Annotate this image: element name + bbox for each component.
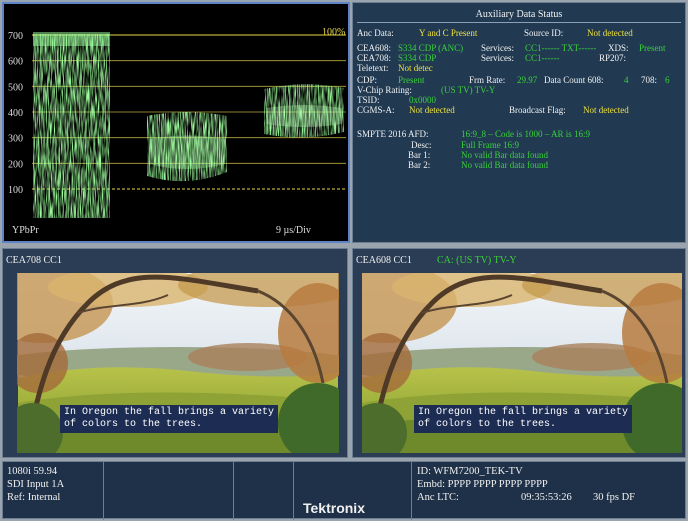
waveform-trace — [149, 136, 225, 170]
reference: Ref: Internal — [7, 492, 60, 504]
input-label: YPbPr — [12, 225, 39, 236]
field-label: V-Chip Rating: — [357, 85, 412, 95]
field-value: Not detected — [583, 105, 629, 115]
field-value: (US TV) TV-Y — [441, 85, 495, 95]
caption-panel: CEA608 CC1 CA: (US TV) TV-Y In Oregon th… — [352, 248, 686, 458]
field-label: Services: — [481, 53, 514, 63]
embedded-audio: Embd: PPPP PPPP PPPP PPPP — [417, 479, 548, 491]
field-value: 4 — [624, 75, 629, 85]
field-label: CGMS-A: — [357, 105, 395, 115]
monitor-screen: 100% YPbPr 9 µs/Div 700 600 500 400 300 200 10… — [0, 0, 688, 521]
field-label: CEA708: — [357, 53, 391, 63]
field-value: CC1------ TXT------ — [525, 43, 596, 53]
field-value: Not detected — [587, 28, 633, 38]
field-label: Teletext: — [357, 63, 388, 73]
ltc-time: 09:35:53:26 — [521, 492, 572, 504]
separator — [233, 462, 234, 520]
field-value: Full Frame 16:9 — [461, 140, 519, 150]
field-value: CC1------ — [525, 53, 560, 63]
waveform-trace — [266, 105, 342, 127]
separator — [411, 462, 412, 520]
divider — [357, 22, 681, 23]
waveform: 100% YPbPr 9 µs/Div 700 600 500 400 300 200 10… — [4, 4, 348, 241]
field-label: RP207: — [599, 53, 626, 63]
rating-label: CA: (US TV) TV-Y — [437, 256, 517, 266]
field-value: Not detected — [409, 105, 455, 115]
caption-line: In Oregon the fall brings a variety — [64, 407, 274, 418]
field-value: Present — [398, 75, 425, 85]
brand-logo: Tektronix — [303, 500, 365, 516]
field-label: XDS: — [608, 43, 629, 53]
field-value: 29.97 — [517, 75, 537, 85]
field-label: SMPTE 2016 AFD: — [357, 129, 429, 139]
field-label: CDP: — [357, 75, 377, 85]
field-value: Y and C Present — [419, 28, 477, 38]
status-bar: 1080i 59.94 SDI Input 1A Ref: Internal T… — [2, 461, 686, 519]
field-label: 708: — [641, 75, 657, 85]
y-tick-label: 600 — [8, 57, 23, 68]
instrument-id: ID: WFM7200_TEK-TV — [417, 466, 523, 478]
field-value: S334 CDP (ANC) — [398, 43, 463, 53]
aux-data-panel: Auxiliary Data Status Anc Data: Y and C P… — [352, 2, 686, 243]
field-label: Bar 1: — [408, 150, 430, 160]
panel-title: Auxiliary Data Status — [353, 10, 685, 20]
frame-rate: 30 fps DF — [593, 492, 635, 504]
y-tick-label: 300 — [8, 134, 23, 145]
input-source: SDI Input 1A — [7, 479, 64, 491]
field-value: S334 CDP — [398, 53, 436, 63]
caption-line: In Oregon the fall brings a variety — [418, 407, 628, 418]
panel-label: CEA608 CC1 — [356, 256, 412, 266]
waveform-panel: 100% YPbPr 9 µs/Div 700 600 500 400 300 200 10… — [2, 2, 350, 243]
y-tick-label: 500 — [8, 82, 23, 93]
caption-panel: CEA708 CC1 In Oregon the fall brings a v… — [2, 248, 348, 458]
field-label: Services: — [481, 43, 514, 53]
panel-label: CEA708 CC1 — [6, 256, 62, 266]
field-label: Broadcast Flag: — [509, 105, 566, 115]
caption-line: of colors to the trees. — [64, 419, 202, 430]
field-label: TSID: — [357, 95, 380, 105]
closed-caption: In Oregon the fall brings a variety of c… — [414, 405, 632, 433]
field-value: No valid Bar data found — [461, 150, 548, 160]
waveform-trace — [33, 32, 110, 46]
video-format: 1080i 59.94 — [7, 466, 57, 478]
field-value: Present — [639, 43, 666, 53]
field-label: Bar 2: — [408, 160, 430, 170]
waveform-trace — [33, 34, 110, 218]
caption-line: of colors to the trees. — [418, 419, 556, 430]
field-label: Frm Rate: — [469, 75, 505, 85]
y-tick-label: 100 — [8, 185, 23, 196]
field-label: Anc Data: — [357, 28, 394, 38]
field-label: Source ID: — [524, 28, 563, 38]
field-label: CEA608: — [357, 43, 391, 53]
separator — [103, 462, 104, 520]
field-value: 6 — [665, 75, 670, 85]
separator — [293, 462, 294, 520]
field-label: Desc: — [411, 140, 432, 150]
y-tick-label: 700 — [8, 31, 23, 42]
field-value: Not detec — [398, 63, 433, 73]
y-tick-label: 200 — [8, 159, 23, 170]
closed-caption: In Oregon the fall brings a variety of c… — [60, 405, 278, 433]
field-value: 0x0000 — [409, 95, 436, 105]
field-value: 16:9_8 – Code is 1000 – AR is 16:9 — [461, 129, 590, 139]
sweep-label: 9 µs/Div — [276, 225, 311, 236]
full-scale-label: 100% — [322, 27, 345, 38]
field-value: No valid Bar data found — [461, 160, 548, 170]
y-tick-label: 400 — [8, 108, 23, 119]
field-label: Data Count 608: — [544, 75, 604, 85]
ltc-label: Anc LTC: — [417, 492, 459, 504]
